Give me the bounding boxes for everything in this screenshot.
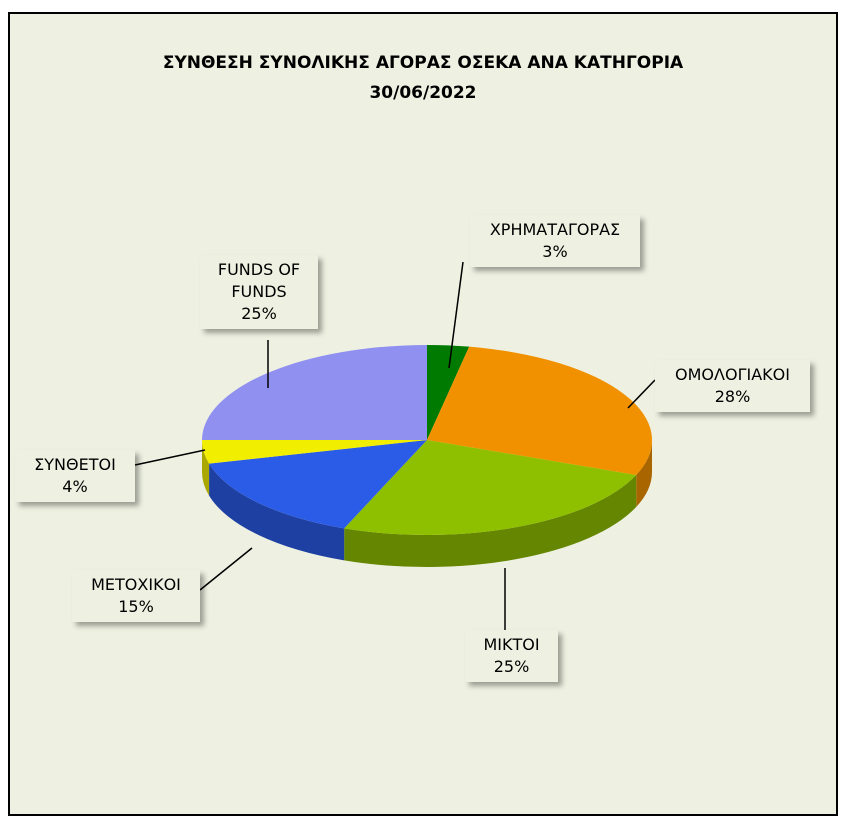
value-label: 15% <box>118 597 154 616</box>
category-label: FUNDS OF FUNDS <box>217 260 301 301</box>
title-block: ΣΥΝΘΕΣΗ ΣΥΝΟΛΙΚΗΣ ΑΓΟΡΑΣ ΟΣΕΚΑ ΑΝΑ ΚΑΤΗΓ… <box>0 48 846 108</box>
category-label: ΟΜΟΛΟΓΙΑΚΟΙ <box>675 365 790 384</box>
slice-side <box>202 440 210 496</box>
data-label: ΣΥΝΘΕΤΟΙ 4% <box>15 450 135 502</box>
data-label: ΟΜΟΛΟΓΙΑΚΟΙ 28% <box>655 360 810 412</box>
data-label: ΜΙΚΤΟΙ 25% <box>465 630 558 682</box>
category-label: ΧΡΗΜΑΤΑΓΟΡΑΣ <box>489 220 621 239</box>
value-label: 25% <box>241 304 277 323</box>
slice <box>344 440 637 536</box>
category-label: ΣΥΝΘΕΤΟΙ <box>34 455 116 474</box>
slice <box>202 345 427 440</box>
slice-side <box>344 474 637 568</box>
chart-title: ΣΥΝΘΕΣΗ ΣΥΝΟΛΙΚΗΣ ΑΓΟΡΑΣ ΟΣΕΚΑ ΑΝΑ ΚΑΤΗΓ… <box>162 53 684 73</box>
value-label: 25% <box>493 657 530 676</box>
slice <box>427 346 652 475</box>
leader-line <box>627 379 656 409</box>
data-label: FUNDS OF FUNDS 25% <box>200 255 318 329</box>
category-label: ΜΙΚΤΟΙ <box>483 635 540 654</box>
slice-side <box>636 440 652 507</box>
slice <box>209 440 427 529</box>
data-label: ΧΡΗΜΑΤΑΓΟΡΑΣ 3% <box>470 215 640 267</box>
leader-line <box>448 261 464 369</box>
chart <box>134 261 656 630</box>
page: ΣΥΝΘΕΣΗ ΣΥΝΟΛΙΚΗΣ ΑΓΟΡΑΣ ΟΣΕΚΑ ΑΝΑ ΚΑΤΗΓ… <box>0 12 846 816</box>
slice-side <box>209 463 345 561</box>
leader-line <box>134 449 206 466</box>
data-label: ΜΕΤΟΧΙΚΟΙ 15% <box>72 570 200 622</box>
value-label: 28% <box>714 387 751 406</box>
value-label: 3% <box>542 242 568 261</box>
category-label: ΜΕΤΟΧΙΚΟΙ <box>91 575 181 594</box>
slice <box>202 440 427 464</box>
slice <box>427 345 470 440</box>
leader-line <box>199 547 253 591</box>
value-label: 4% <box>62 477 88 496</box>
chart-subtitle: 30/06/2022 <box>369 83 477 103</box>
